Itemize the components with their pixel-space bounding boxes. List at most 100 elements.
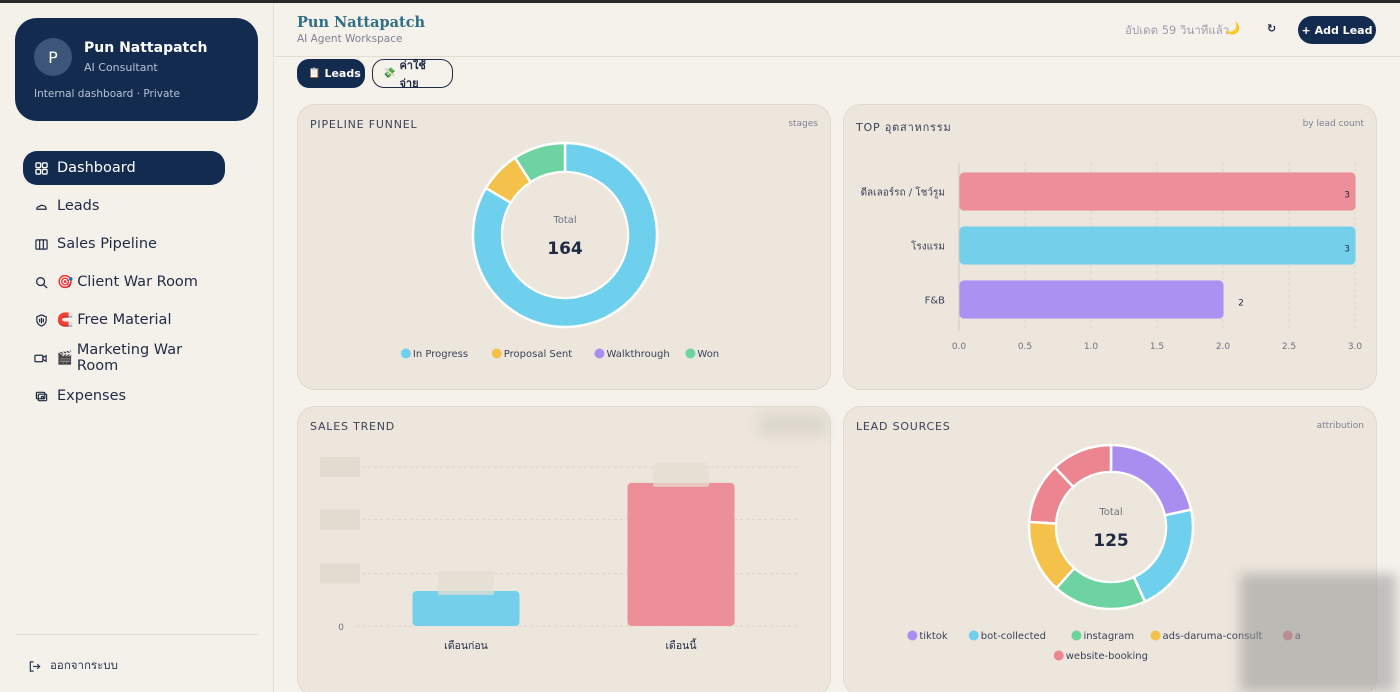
category-label: F&B — [925, 296, 946, 307]
pipeline-funnel-card: PIPELINE FUNNEL stages Total 164 In Progre… — [297, 104, 831, 390]
donut-center-label: Total — [1098, 507, 1122, 518]
logout-button[interactable]: ออกจากระบบ — [28, 657, 118, 675]
bar[interactable] — [959, 172, 1356, 211]
y-tick-label: 0 — [338, 623, 344, 633]
legend-swatch — [1053, 650, 1064, 661]
logout-icon — [29, 660, 41, 672]
legend-label[interactable]: Proposal Sent — [504, 349, 572, 360]
blurred-data-label — [438, 571, 494, 596]
card-title: TOP อุตสาหกรรม — [856, 121, 952, 134]
shield-icon — [34, 313, 48, 327]
add-lead-button[interactable]: + Add Lead — [1298, 16, 1376, 44]
blurred-data-label — [653, 462, 709, 487]
grid-icon — [34, 161, 48, 175]
sales-trend-card: SALES TREND 0 เดือนก่อน เดือนนี้ — [297, 406, 831, 692]
sidebar-item-free-material[interactable]: 🧲 Free Material — [23, 303, 225, 337]
legend-label[interactable]: bot-collected — [981, 631, 1046, 642]
profile-note: Internal dashboard · Private — [34, 88, 180, 100]
data-label: 2 — [1238, 299, 1244, 309]
category-label: เดือนนี้ — [665, 638, 697, 652]
x-tick-label: 3.0 — [1348, 342, 1363, 352]
top-header: Pun Nattapatch AI Agent Workspace อัปเดต… — [275, 3, 1400, 57]
profile-role: AI Consultant — [84, 61, 158, 74]
sidebar-item-expenses[interactable]: Expenses — [23, 379, 225, 413]
category-label: เดือนก่อน — [444, 639, 488, 652]
sidebar-item-label: Client War Room — [77, 274, 198, 290]
donut-center-value: 125 — [1093, 531, 1129, 551]
bar[interactable] — [412, 591, 520, 626]
legend-swatch — [968, 630, 979, 641]
tab-expenses[interactable]: 💸 ค่าใช้จ่าย — [372, 59, 453, 90]
clipboard-icon: 📋 — [308, 68, 321, 79]
bar[interactable] — [959, 226, 1356, 265]
sidebar-item-client-war-room[interactable]: 🎯 Client War Room — [23, 265, 225, 299]
bar[interactable] — [959, 280, 1224, 319]
window-top-edge — [0, 0, 1400, 3]
sidebar: P Pun Nattapatch AI Consultant Internal … — [0, 3, 274, 692]
card-tag: stages — [788, 119, 818, 129]
card-tag: by lead count — [1302, 119, 1364, 129]
sidebar-item-marketing-war-room[interactable]: 🎬 Marketing War Room — [23, 341, 225, 375]
columns-icon — [34, 237, 48, 251]
card-title: LEAD SOURCES — [856, 420, 951, 433]
x-tick-label: 0.0 — [952, 342, 967, 352]
sidebar-item-label: Sales Pipeline — [57, 236, 157, 252]
legend-label[interactable]: ads-daruma-consult — [1163, 631, 1263, 642]
donut-slice-website-booking[interactable] — [1053, 443, 1113, 489]
card-title: PIPELINE FUNNEL — [310, 118, 418, 131]
sidebar-item-label: Expenses — [57, 388, 127, 404]
donut-slice-in-progress[interactable] — [471, 141, 659, 329]
last-updated-text: อัปเดต 59 วินาทีแล้ว — [1125, 23, 1230, 37]
sidebar-item-label: Dashboard — [57, 160, 136, 176]
tab-leads[interactable]: 📋 Leads — [297, 59, 365, 88]
legend-label[interactable]: website-booking — [1066, 651, 1148, 662]
pipeline-funnel-chart: Total 164 In Progress Proposal Sent Walkthro… — [400, 141, 719, 360]
legend-swatch — [400, 348, 411, 359]
legend-label[interactable]: In Progress — [413, 349, 468, 360]
legend-label[interactable]: tiktok — [919, 631, 948, 642]
legend-swatch — [1071, 630, 1082, 641]
moon-icon[interactable]: 🌙 — [1225, 21, 1240, 35]
category-label: ดีลเลอร์รถ / โชว์รูม — [861, 186, 945, 199]
category-label: โรงแรม — [911, 240, 945, 253]
donut-hole — [1057, 473, 1165, 581]
avatar: P — [34, 38, 72, 76]
page-title: Pun Nattapatch — [297, 14, 426, 31]
top-industry-chart: 0.0 0.5 1.0 1.5 2.0 2.5 3.0 ดีลเลอร์รถ / โชว์รู… — [861, 163, 1363, 352]
sidebar-item-dashboard[interactable]: Dashboard — [23, 151, 225, 185]
tab-label: ค่าใช้จ่าย — [399, 58, 426, 90]
bar[interactable] — [627, 482, 735, 626]
x-tick-label: 0.5 — [1018, 342, 1032, 352]
legend-label[interactable]: instagram — [1083, 631, 1134, 642]
card-tag: attribution — [1316, 421, 1364, 431]
donut-hole — [503, 173, 627, 297]
refresh-icon[interactable]: ↻ — [1267, 22, 1277, 35]
sidebar-item-leads[interactable]: Leads — [23, 189, 225, 223]
page-subtitle: AI Agent Workspace — [297, 33, 403, 45]
blurred-tick-label — [320, 457, 360, 477]
legend-swatch — [491, 348, 502, 359]
donut-center-value: 164 — [547, 239, 583, 259]
sidebar-item-label: Free Material — [77, 312, 172, 328]
sales-trend-chart: 0 เดือนก่อน เดือนนี้ — [320, 457, 798, 652]
video-icon — [34, 351, 48, 365]
target-icon: 🎯 — [57, 274, 74, 290]
data-label: 3 — [1344, 191, 1350, 201]
blurred-tick-label — [320, 509, 360, 530]
legend-label[interactable]: Won — [697, 349, 719, 360]
sidebar-item-label: Marketing War Room — [76, 342, 183, 374]
legend-swatch — [1150, 630, 1161, 641]
blurred-overlay — [1240, 574, 1396, 692]
legend-label[interactable]: Walkthrough — [607, 349, 670, 360]
legend-swatch — [685, 348, 696, 359]
money-icon: 💸 — [383, 68, 396, 79]
sidebar-item-sales-pipeline[interactable]: Sales Pipeline — [23, 227, 225, 261]
donut-center-label: Total — [552, 215, 576, 226]
wallet-icon — [34, 389, 48, 403]
top-industry-card: TOP อุตสาหกรรม by lead count 0.0 0.5 1.0 1.… — [843, 104, 1377, 390]
blurred-tick-label — [320, 563, 360, 584]
blurred-overlay — [760, 414, 826, 436]
cloud-icon — [34, 199, 48, 213]
profile-card[interactable]: P Pun Nattapatch AI Consultant Internal … — [15, 18, 258, 121]
donut-slice-won[interactable] — [513, 141, 567, 184]
